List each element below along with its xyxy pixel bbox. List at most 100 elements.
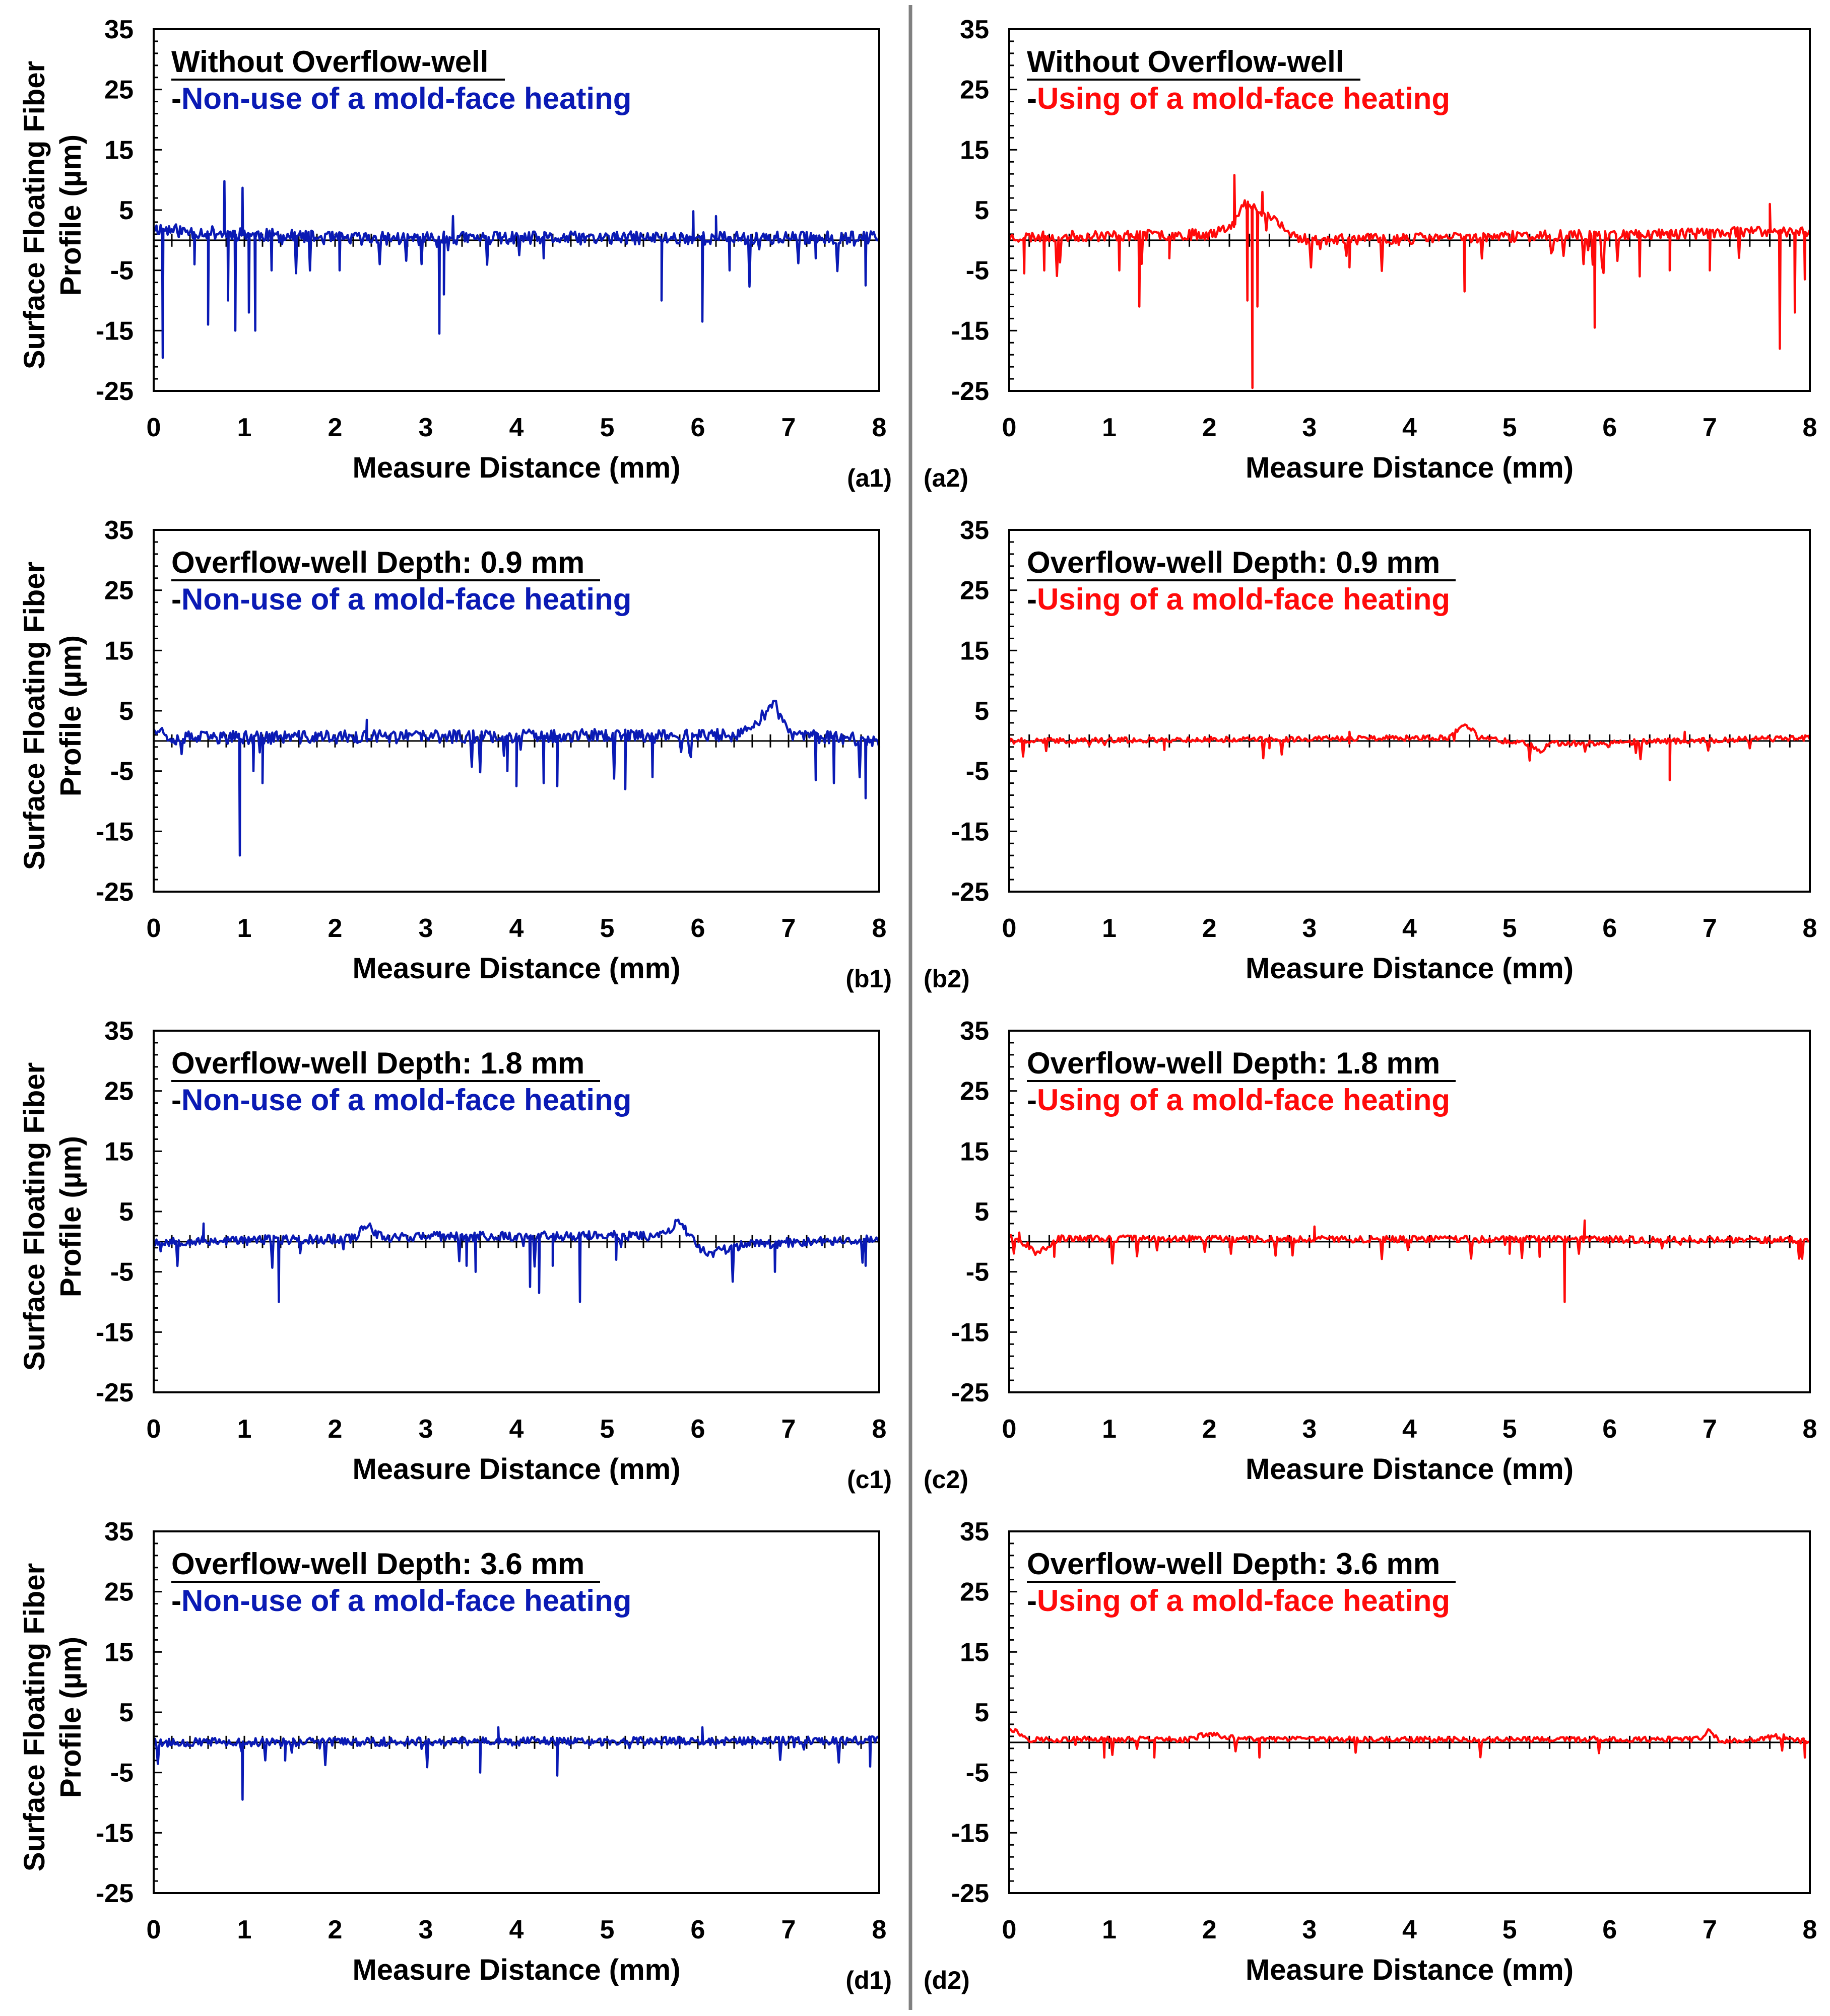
condition-subtitle-text: Non-use of a mold-face heating: [181, 1083, 631, 1117]
y-tick-label: 5: [974, 1698, 989, 1727]
x-tick-label: 6: [691, 1915, 705, 1944]
x-tick-label: 6: [1602, 413, 1617, 442]
x-tick-label: 7: [781, 914, 796, 943]
condition-title: Without Overflow-well: [171, 45, 488, 79]
y-tick-label: -5: [110, 757, 134, 786]
x-tick-label: 6: [691, 1415, 705, 1444]
x-tick-label: 2: [1202, 1915, 1217, 1944]
x-tick-label: 3: [1302, 914, 1317, 943]
x-tick-label: 5: [1502, 1415, 1517, 1444]
y-axis-title-line-2: Profile (µm): [54, 635, 87, 796]
panel-label: (a2): [924, 464, 968, 492]
y-tick-label: -15: [951, 817, 989, 846]
x-tick-label: 4: [509, 1415, 524, 1444]
y-tick-label: -25: [96, 1378, 134, 1407]
condition-title: Without Overflow-well: [1027, 45, 1344, 79]
x-tick-label: 8: [872, 413, 887, 442]
panel-label: (a1): [847, 464, 892, 492]
y-tick-label: 35: [104, 1517, 134, 1547]
panel-label: (d2): [924, 1966, 970, 1994]
y-tick-label: -5: [966, 256, 989, 286]
panel-b1: 35 25 15 5 -5 -15 -25 0 1 2 3 4 5 6 7 8 Overflow-well De…: [18, 516, 892, 993]
series-line-1: [153, 180, 881, 359]
panel-c1: 35 25 15 5 -5 -15 -25 0 1 2 3 4 5 6 7 8 Overflow-well De…: [18, 1017, 892, 1494]
x-tick-label: 8: [872, 1915, 887, 1944]
condition-subtitle: -Non-use of a mold-face heating: [171, 1584, 631, 1618]
y-tick-label: -15: [951, 1318, 989, 1347]
y-tick-label: -25: [951, 1879, 989, 1908]
y-tick-label: -25: [96, 878, 134, 907]
condition-title: Overflow-well Depth: 3.6 mm: [1027, 1547, 1440, 1581]
y-tick-label: -15: [96, 1318, 134, 1347]
panel-d1: 35 25 15 5 -5 -15 -25 0 1 2 3 4 5 6 7 8 Overflow-well De…: [18, 1517, 892, 1994]
x-tick-label: 2: [328, 1915, 343, 1944]
condition-subtitle-dash: -: [1027, 82, 1037, 115]
y-tick-label: 15: [104, 136, 134, 165]
x-tick-label: 3: [1302, 413, 1317, 442]
y-tick-label: 15: [104, 636, 134, 665]
condition-subtitle: -Using of a mold-face heating: [1027, 1083, 1450, 1117]
x-tick-label: 2: [1202, 914, 1217, 943]
panel-b2: 35 25 15 5 -5 -15 -25 0 1 2 3 4 5 6 7 8 Overflow-well De…: [924, 516, 1817, 993]
series-line-1: [152, 1726, 880, 1801]
plot-area: [1009, 1531, 1810, 1893]
x-tick-label: 0: [1002, 1415, 1017, 1444]
y-tick-label: 15: [104, 1638, 134, 1667]
y-axis-title-line-1: Surface Floating Fiber: [18, 562, 51, 870]
y-axis-title-line-1: Surface Floating Fiber: [18, 61, 51, 369]
plot-frame: [153, 529, 880, 893]
condition-title: Overflow-well Depth: 1.8 mm: [171, 1046, 584, 1080]
x-tick-label: 4: [1402, 1415, 1417, 1444]
y-tick-label: -15: [96, 817, 134, 846]
x-axis-title: Measure Distance (mm): [1246, 1954, 1574, 1986]
x-axis-title: Measure Distance (mm): [352, 952, 680, 985]
x-tick-label: 2: [328, 1415, 343, 1444]
x-tick-label: 1: [237, 413, 252, 442]
condition-subtitle-dash: -: [1027, 1083, 1037, 1117]
x-tick-label: 7: [1703, 413, 1717, 442]
y-tick-label: 5: [119, 196, 134, 225]
y-tick-label: 25: [960, 76, 989, 105]
y-tick-label: -15: [96, 1819, 134, 1848]
plot-frame: [1008, 1030, 1811, 1393]
condition-title: Overflow-well Depth: 0.9 mm: [1027, 546, 1440, 579]
series-line-1: [153, 700, 881, 857]
x-tick-label: 1: [1102, 1415, 1117, 1444]
x-tick-label: 0: [1002, 1915, 1017, 1944]
x-tick-label: 3: [1302, 1415, 1317, 1444]
y-tick-label: 25: [960, 1077, 989, 1106]
x-tick-label: 6: [691, 914, 705, 943]
y-tick-label: -25: [951, 1378, 989, 1407]
x-tick-label: 2: [1202, 1415, 1217, 1444]
x-tick-label: 3: [419, 914, 433, 943]
x-tick-label: 4: [509, 413, 524, 442]
y-tick-label: -25: [951, 878, 989, 907]
x-tick-label: 5: [1502, 914, 1517, 943]
plot-area: [154, 1031, 879, 1392]
x-tick-label: 4: [1402, 914, 1417, 943]
x-tick-label: 1: [1102, 914, 1117, 943]
y-tick-label: -5: [966, 757, 989, 786]
x-tick-label: 5: [600, 1415, 615, 1444]
y-tick-label: 15: [960, 1137, 989, 1166]
plot-area: [1009, 1031, 1810, 1392]
y-tick-label: 15: [104, 1137, 134, 1166]
plot-frame: [153, 28, 880, 392]
y-tick-label: 5: [119, 697, 134, 726]
x-tick-label: 8: [872, 914, 887, 943]
x-tick-label: 1: [237, 914, 252, 943]
plot-area: [154, 1531, 879, 1893]
condition-subtitle-dash: -: [171, 582, 181, 616]
condition-subtitle-text: Using of a mold-face heating: [1037, 1584, 1450, 1618]
condition-subtitle: -Non-use of a mold-face heating: [171, 82, 631, 115]
x-tick-label: 3: [419, 1915, 433, 1944]
condition-subtitle-dash: -: [171, 1584, 181, 1618]
x-tick-label: 8: [1803, 413, 1817, 442]
x-tick-label: 8: [1803, 1915, 1817, 1944]
y-tick-label: -15: [96, 316, 134, 346]
x-tick-label: 2: [328, 914, 343, 943]
x-tick-label: 0: [147, 413, 161, 442]
y-axis-title-line-2: Profile (µm): [54, 135, 87, 296]
plot-frame: [1008, 529, 1811, 893]
series-line-1: [1008, 1727, 1810, 1759]
